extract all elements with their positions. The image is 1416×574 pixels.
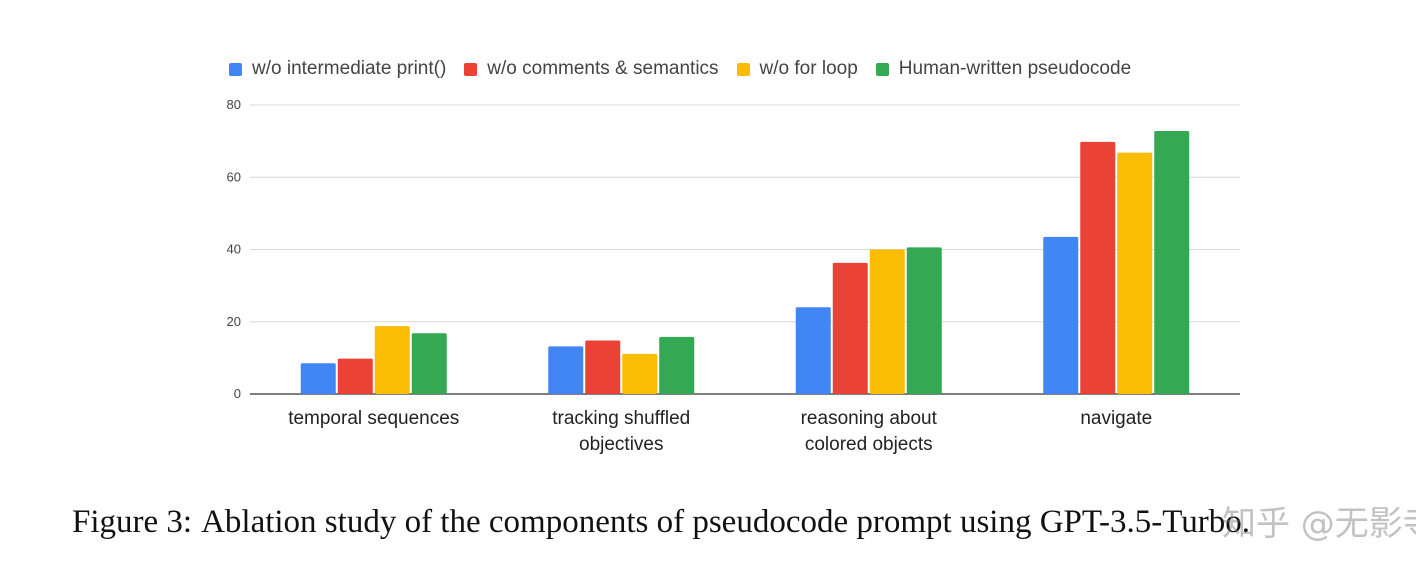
- legend-label: w/o for loop: [759, 58, 858, 79]
- bar: [585, 340, 621, 394]
- legend-item-comments-semantics: w/o comments & semantics: [464, 58, 719, 80]
- bar: [1080, 141, 1116, 394]
- legend-swatch: [464, 62, 478, 76]
- legend-label: w/o intermediate print(): [252, 58, 447, 79]
- bar: [906, 247, 942, 394]
- bar: [300, 363, 336, 394]
- bar-chart: 0 20 40 60 80 temporal sequences tracking shuf…: [227, 97, 1240, 455]
- bar: [1043, 236, 1079, 394]
- bar: [832, 262, 868, 394]
- legend-item-for-loop: w/o for loop: [736, 58, 858, 80]
- y-tick-label: 0: [234, 386, 241, 401]
- caption-label: Figure 3:: [72, 504, 193, 540]
- x-category-label: colored objects: [805, 434, 933, 455]
- bar: [337, 358, 373, 394]
- bar: [659, 336, 695, 394]
- legend-swatch: [736, 62, 750, 76]
- legend-label: w/o comments & semantics: [487, 58, 719, 79]
- bar: [374, 326, 410, 394]
- figure-caption: Figure 3: Ablation study of the component…: [72, 504, 1250, 541]
- legend-swatch: [875, 62, 889, 76]
- y-tick-label: 40: [227, 242, 241, 257]
- x-category-label: tracking shuffled: [552, 408, 690, 429]
- x-category-label: objectives: [579, 434, 664, 455]
- legend-label: Human-written pseudocode: [898, 58, 1132, 79]
- watermark: 知乎 @无影寺: [1222, 504, 1416, 544]
- caption-text: Ablation study of the components of pseu…: [201, 504, 1250, 540]
- x-category-label: navigate: [1080, 408, 1152, 429]
- y-tick-label: 80: [227, 97, 241, 112]
- legend-item-human-pseudocode: Human-written pseudocode: [875, 58, 1132, 80]
- bar: [1154, 131, 1190, 394]
- x-category-label: temporal sequences: [288, 408, 459, 429]
- legend-item-intermediate-print: w/o intermediate print(): [229, 58, 446, 80]
- chart-legend: w/o intermediate print() w/o comments & …: [229, 58, 1149, 80]
- legend-swatch: [229, 62, 242, 76]
- y-tick-label: 20: [227, 314, 241, 329]
- bar: [1117, 152, 1153, 394]
- bar: [795, 307, 831, 394]
- x-category-label: reasoning about: [801, 408, 938, 429]
- bar: [411, 333, 447, 394]
- bar: [869, 249, 905, 394]
- bar: [622, 353, 658, 394]
- bar: [548, 346, 584, 394]
- y-tick-label: 60: [227, 169, 241, 184]
